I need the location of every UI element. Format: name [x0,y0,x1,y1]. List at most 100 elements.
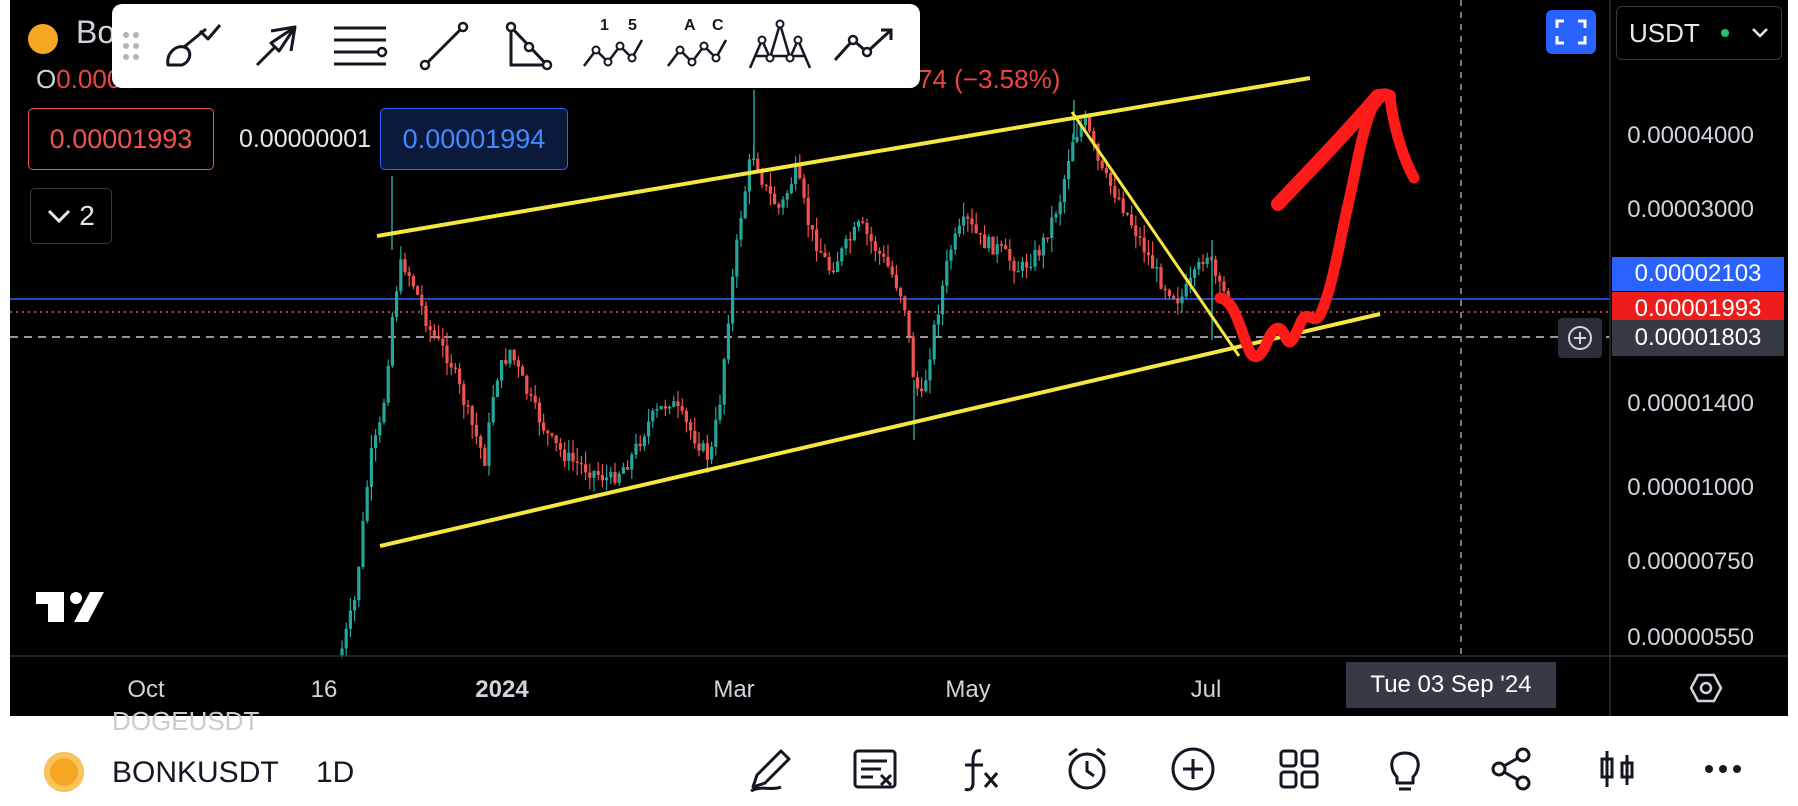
indicator-toggle[interactable]: 2 [30,188,112,244]
fullscreen-icon [1555,19,1587,45]
candle-body [999,244,1003,246]
elliott-1-5-icon: 1 5 [583,17,644,67]
drawing-toolbar: 1 5 A C [112,4,920,88]
candle-body [647,421,651,437]
candle-body [962,216,966,226]
candle-body [810,225,814,230]
candle-body [567,452,571,462]
candle-body [852,226,856,241]
add-alert-button[interactable] [1558,318,1602,358]
candle-body [1067,161,1071,179]
draw-button[interactable] [744,742,798,796]
candle-body [882,253,886,257]
candle-body [529,393,533,396]
candle-body [626,467,630,470]
candlestick-icon [1600,751,1634,787]
candle-body [726,323,730,360]
abc-pattern-icon: A C [667,17,728,67]
time-tick: 16 [310,676,338,703]
channel-upper-line [376,76,1311,238]
indicators-button[interactable] [954,742,1008,796]
chart-settings-button[interactable] [1686,670,1726,706]
sell-button[interactable]: 0.00001993 [28,108,214,170]
bottom-symbol-logo [44,752,84,792]
candle-body [789,184,793,194]
candle-body [563,449,567,462]
candle-body [592,471,596,478]
arrow-tool[interactable] [234,4,318,88]
candle-body [705,443,709,460]
currency-dropdown[interactable]: USDT [1616,6,1782,60]
time-tick: Jul [1190,676,1222,703]
fullscreen-button[interactable] [1546,10,1596,54]
chart-type-button[interactable] [1590,742,1644,796]
candle-body [663,406,667,409]
chevron-down-icon [1752,28,1768,38]
candle-body [491,396,495,423]
price-tick: 0.00000550 [1627,624,1754,651]
grid-icon [1279,749,1319,789]
hexagon-settings-icon [1689,673,1723,703]
candle-body [428,326,432,331]
candle-body [689,422,693,431]
candle-body [1197,261,1201,270]
candle-body [743,191,747,219]
candle-body [609,472,613,478]
lines-tool[interactable] [318,4,402,88]
elliott-wave-tool[interactable]: 1 5 [570,4,654,88]
channel-lower-line [379,312,1381,548]
candle-body [533,395,537,403]
share-button[interactable] [1484,742,1538,796]
candle-body [403,259,407,273]
candle-body [399,259,403,292]
price-tick: 0.00000750 [1627,548,1754,575]
buy-button[interactable]: 0.00001994 [380,108,568,170]
candle-body [348,610,352,629]
candle-body [1083,115,1087,126]
abc-pattern-tool[interactable]: A C [654,4,738,88]
candle-body [668,406,672,409]
add-button[interactable] [1166,742,1220,796]
candle-body [1054,214,1058,218]
candle-body [361,521,365,568]
lightbulb-icon [1390,751,1420,791]
candle-body [1037,249,1041,256]
candle-body [579,462,583,465]
candle-body [970,218,974,225]
candle-body [747,159,751,192]
triangle-tool[interactable] [486,4,570,88]
candle-body [819,251,823,253]
notes-button[interactable] [848,742,902,796]
head-shoulders-tool[interactable] [738,4,822,88]
candle-body [1029,266,1033,269]
candle-body [1167,289,1171,297]
trend-line-tool[interactable] [402,4,486,88]
drag-handle[interactable] [112,4,150,88]
interval-selector[interactable]: 1D [316,756,355,789]
price-tick: 0.00001400 [1627,390,1754,417]
candle-body [1201,261,1205,264]
candle-body [369,448,373,488]
candle-body [1100,160,1104,169]
path-tool[interactable] [822,4,906,88]
candle-body [508,349,512,364]
candle-body [794,163,798,185]
candle-body [449,362,453,368]
candle-body [886,256,890,267]
candle-body [1138,236,1142,238]
candle-body [353,600,357,611]
candle-body [1008,249,1012,261]
candle-body [470,406,474,425]
abc-label-c: C [712,17,724,34]
candle-body [378,422,382,436]
candle-body [1079,125,1083,137]
bottom-symbol[interactable]: BONKUSDT [112,756,279,789]
price-chart[interactable] [10,0,1788,716]
alerts-button[interactable] [1060,742,1114,796]
brush-tool[interactable] [150,4,234,88]
chart-canvas[interactable]: Bo O0.0000 74 (−3.58%) 0.00001993 0.0000… [10,0,1788,716]
ideas-button[interactable] [1378,742,1432,796]
layouts-button[interactable] [1272,742,1326,796]
more-button[interactable] [1696,742,1750,796]
candle-body [634,443,638,455]
